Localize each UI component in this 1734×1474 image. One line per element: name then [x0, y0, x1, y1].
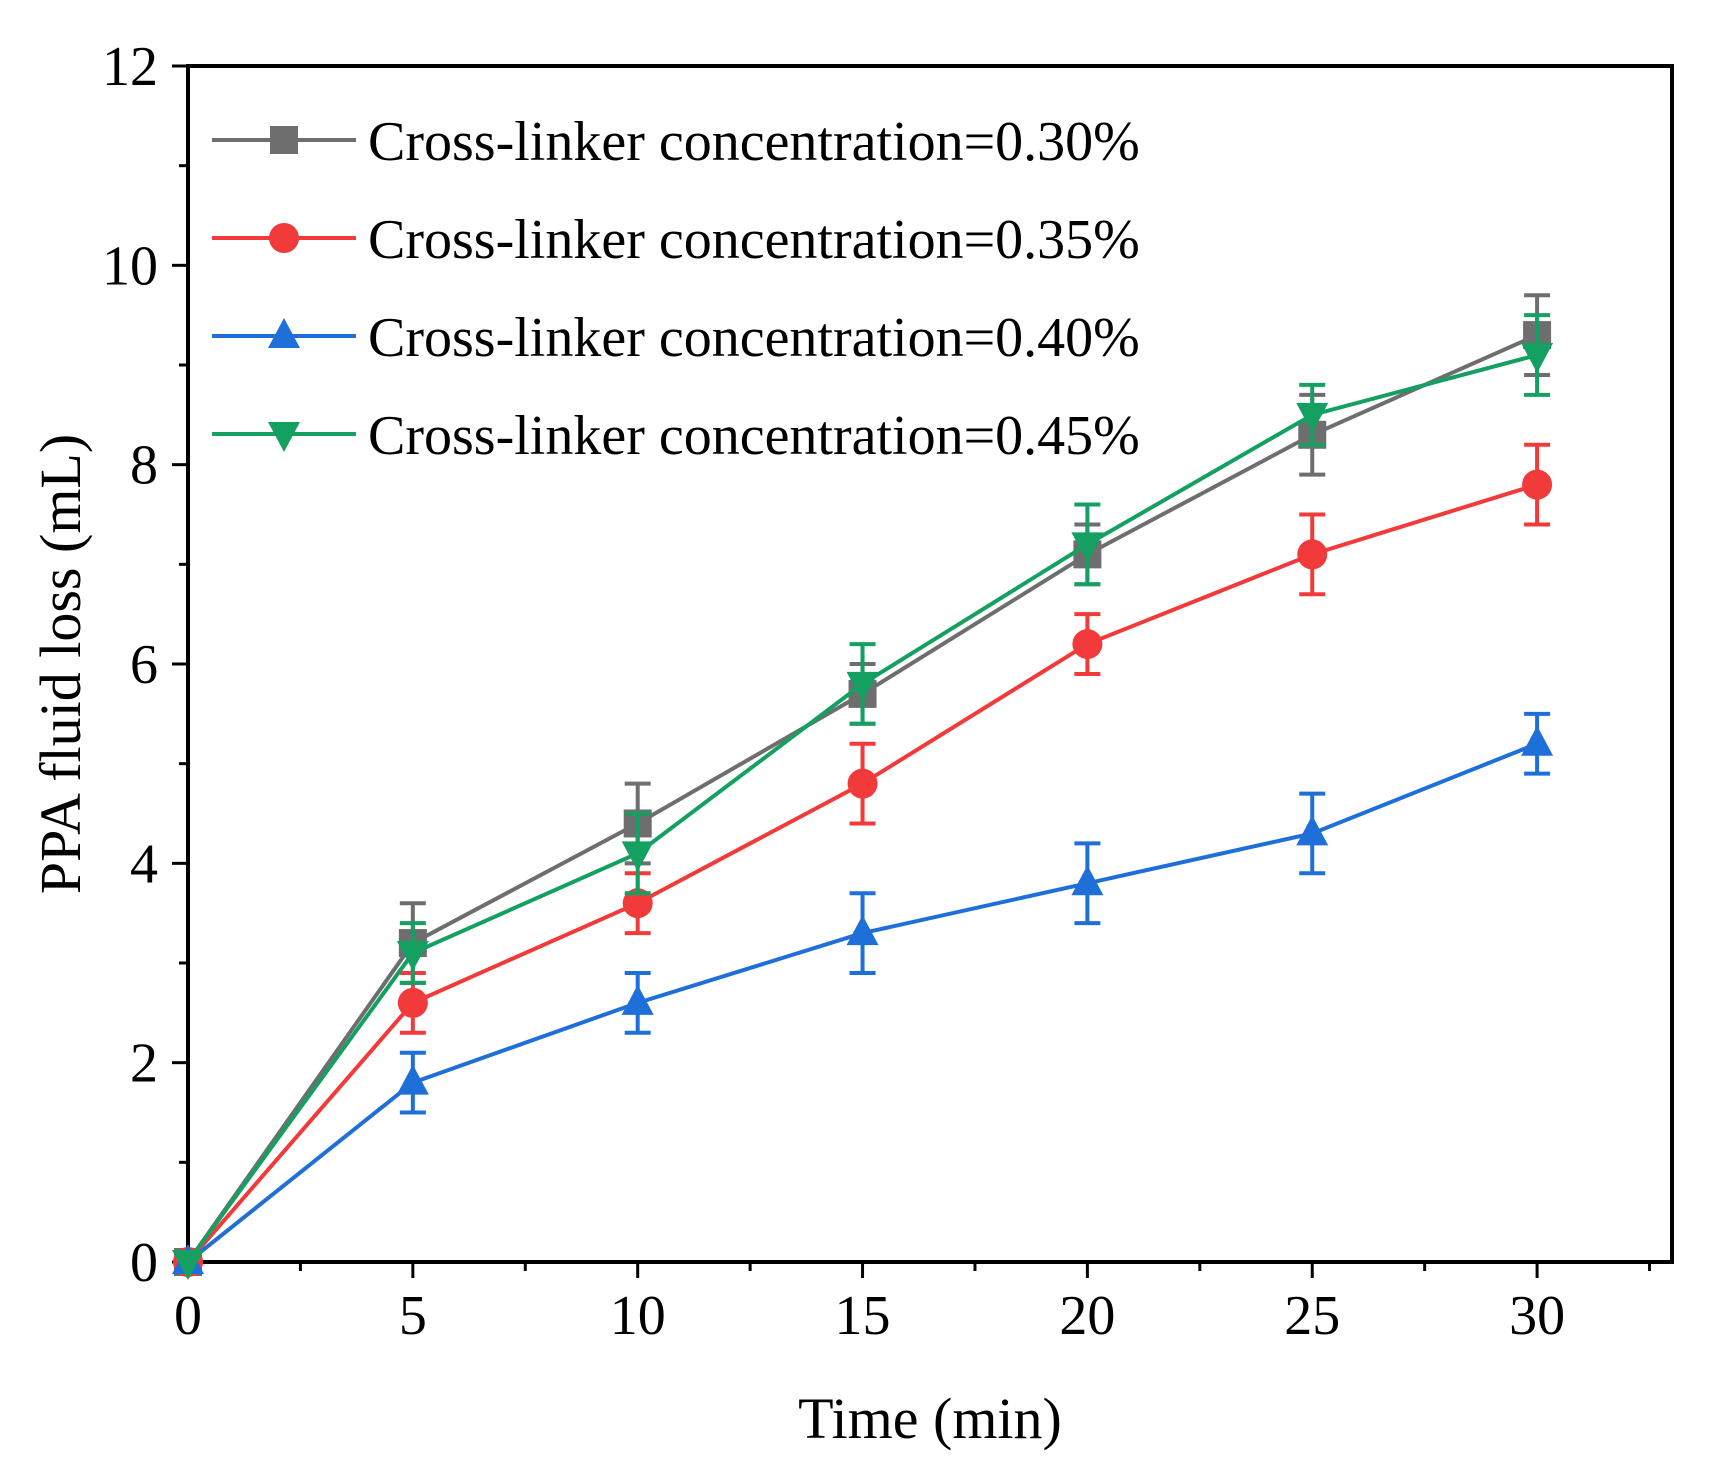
x-tick-label: 0 [174, 1285, 202, 1347]
x-tick-label: 10 [610, 1285, 666, 1347]
data-point [396, 941, 429, 972]
legend-marker [270, 126, 298, 154]
series-layer [172, 293, 1554, 1280]
data-point [1071, 865, 1104, 896]
y-tick-label: 0 [130, 1232, 158, 1294]
series-1 [173, 442, 1553, 1277]
x-tick-label: 5 [399, 1285, 427, 1347]
y-tick-label: 8 [130, 435, 158, 497]
y-tick-label: 2 [130, 1033, 158, 1095]
data-point [397, 987, 428, 1018]
data-point [1521, 725, 1554, 756]
legend-label: Cross-linker concentration=0.30% [368, 111, 1140, 173]
data-point [846, 915, 879, 946]
y-tick-label: 4 [130, 833, 158, 895]
data-point [1521, 343, 1554, 374]
x-tick-label: 15 [835, 1285, 891, 1347]
data-point [396, 1064, 429, 1095]
data-point [846, 671, 879, 702]
x-axis-title: Time (min) [798, 1386, 1062, 1451]
data-point [1296, 815, 1329, 846]
data-point [172, 1250, 204, 1280]
data-point [1296, 402, 1329, 433]
legend-label: Cross-linker concentration=0.35% [368, 209, 1140, 271]
x-tick-label: 25 [1284, 1285, 1340, 1347]
data-point [1297, 539, 1328, 570]
legend-item-1: Cross-linker concentration=0.35% [212, 209, 1140, 271]
legend-marker [268, 318, 300, 348]
data-point [622, 888, 653, 919]
legend-label: Cross-linker concentration=0.40% [368, 307, 1140, 369]
legend-marker [269, 223, 299, 253]
legend-marker [268, 422, 300, 452]
x-tick-label: 30 [1509, 1285, 1565, 1347]
x-tick-label: 20 [1059, 1285, 1115, 1347]
legend-label: Cross-linker concentration=0.45% [368, 405, 1140, 467]
legend: Cross-linker concentration=0.30% Cross-li… [212, 111, 1140, 467]
data-point [1522, 469, 1553, 500]
y-tick-label: 10 [102, 235, 158, 297]
data-point [621, 984, 654, 1015]
legend-item-3: Cross-linker concentration=0.45% [212, 405, 1140, 467]
data-point [1071, 532, 1104, 563]
series-2 [172, 711, 1554, 1274]
series-3 [172, 313, 1554, 1280]
y-tick-label: 6 [130, 634, 158, 696]
y-axis-title: PPA fluid loss (mL) [28, 434, 93, 894]
legend-item-0: Cross-linker concentration=0.30% [212, 111, 1140, 173]
data-point [847, 768, 878, 799]
series-line [186, 482, 1538, 1264]
data-point [621, 841, 654, 872]
y-tick-label: 12 [102, 36, 158, 98]
axes: 0 5 10 15 20 25 30 0 2 4 6 8 10 12 [102, 36, 1674, 1347]
legend-item-2: Cross-linker concentration=0.40% [212, 307, 1140, 369]
data-point [1072, 629, 1103, 660]
